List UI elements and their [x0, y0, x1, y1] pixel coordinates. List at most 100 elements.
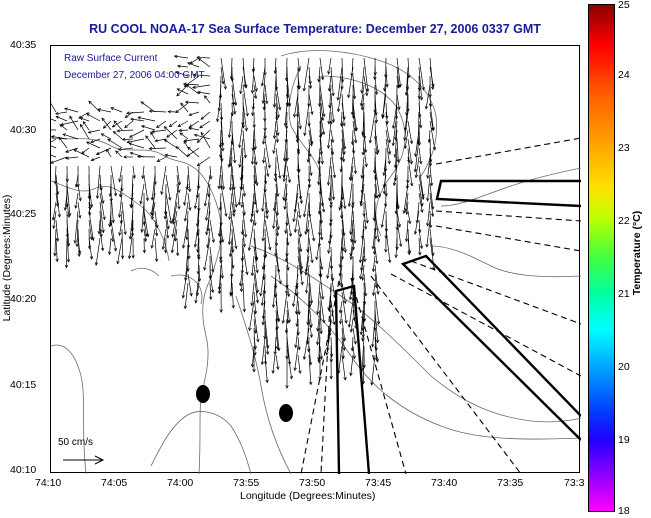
current-vector — [429, 210, 432, 228]
current-vector — [319, 255, 323, 270]
current-vector — [209, 246, 214, 273]
current-vector — [129, 143, 145, 149]
current-vector — [231, 129, 236, 163]
current-vector — [151, 228, 156, 249]
current-vector — [396, 192, 399, 209]
current-vector-head — [327, 88, 332, 92]
current-vector-head — [405, 211, 409, 216]
current-vector — [156, 120, 167, 128]
current-vector — [185, 84, 200, 95]
current-vector-head — [203, 202, 208, 207]
current-vector-head — [387, 139, 392, 144]
current-vector — [374, 183, 377, 198]
current-vector — [162, 228, 167, 250]
current-vector-head — [102, 125, 107, 129]
current-vector-head — [111, 238, 115, 243]
current-vector — [187, 62, 200, 68]
current-vector — [109, 237, 112, 255]
current-vector — [319, 93, 324, 121]
current-vector — [55, 237, 58, 262]
current-vector — [285, 219, 288, 234]
colorbar-tick: 25 — [618, 0, 630, 11]
current-vector-head — [358, 259, 363, 264]
current-vector-head — [413, 231, 418, 235]
current-vector — [272, 273, 277, 308]
current-vector — [341, 120, 346, 149]
current-vector-head — [352, 355, 356, 360]
current-vector-head — [106, 148, 110, 153]
current-vector-head — [242, 308, 247, 313]
current-vector-head — [426, 197, 430, 202]
current-vector-head — [176, 88, 181, 92]
current-vector-head — [267, 164, 271, 169]
current-vector-head — [321, 131, 326, 136]
current-vector-head — [228, 163, 233, 167]
current-vector-head — [368, 139, 373, 144]
current-vector — [297, 219, 302, 237]
current-vector-head — [407, 250, 412, 254]
current-vector-head — [69, 115, 73, 120]
current-vector — [297, 237, 303, 270]
current-vector — [187, 165, 191, 192]
current-vector — [253, 291, 257, 314]
current-vector — [395, 120, 398, 141]
current-vector-head — [250, 302, 254, 307]
current-vector-head — [261, 315, 266, 320]
current-vector — [374, 165, 381, 198]
current-vector-head — [240, 204, 244, 209]
current-vector-head — [107, 251, 112, 256]
current-vector — [407, 156, 413, 186]
current-vector — [404, 111, 409, 141]
current-vector — [348, 174, 354, 207]
current-vector — [297, 57, 300, 72]
current-vector-head — [276, 366, 280, 371]
current-vector — [98, 219, 101, 234]
current-vector — [174, 228, 178, 241]
current-vector-head — [327, 70, 331, 75]
current-vector-head — [349, 231, 353, 236]
current-vector-head — [409, 140, 414, 145]
current-vector — [66, 228, 69, 263]
current-vector-head — [265, 100, 269, 105]
current-vector — [115, 150, 123, 158]
current-vector-head — [118, 193, 123, 198]
current-vector-head — [359, 102, 364, 107]
current-vector — [172, 210, 178, 238]
current-vector-head — [142, 249, 147, 254]
current-vector-head — [251, 68, 256, 73]
current-vector — [418, 120, 420, 146]
current-vector-head — [298, 125, 302, 130]
current-vector — [196, 282, 200, 296]
current-vector — [231, 174, 237, 208]
current-vector — [51, 145, 57, 149]
current-vector-head — [284, 230, 288, 235]
current-vector-head — [250, 161, 255, 165]
current-vector — [418, 228, 423, 249]
current-vector-head — [272, 150, 276, 155]
current-vector — [418, 192, 423, 213]
current-vector — [275, 255, 281, 284]
current-vector — [253, 147, 257, 165]
current-vector — [418, 75, 420, 91]
current-vector — [363, 129, 367, 153]
current-vector-head — [321, 117, 325, 122]
current-vector — [261, 66, 266, 86]
current-vector — [429, 66, 434, 87]
current-vector — [405, 66, 409, 96]
current-vector — [352, 147, 357, 174]
current-vector-head — [250, 364, 255, 368]
current-vector — [308, 354, 312, 385]
current-vector-head — [109, 198, 113, 203]
current-vector-head — [371, 343, 375, 348]
current-vector-head — [274, 243, 279, 247]
current-vector — [182, 219, 189, 249]
current-vector-head — [387, 151, 392, 155]
current-vector — [403, 183, 409, 214]
current-vector — [241, 237, 244, 261]
current-vector — [407, 75, 409, 90]
current-vector — [219, 129, 222, 148]
current-vector-head — [361, 277, 365, 281]
current-vector-head — [228, 253, 233, 258]
current-vector-head — [116, 260, 120, 265]
current-vector — [426, 219, 431, 247]
